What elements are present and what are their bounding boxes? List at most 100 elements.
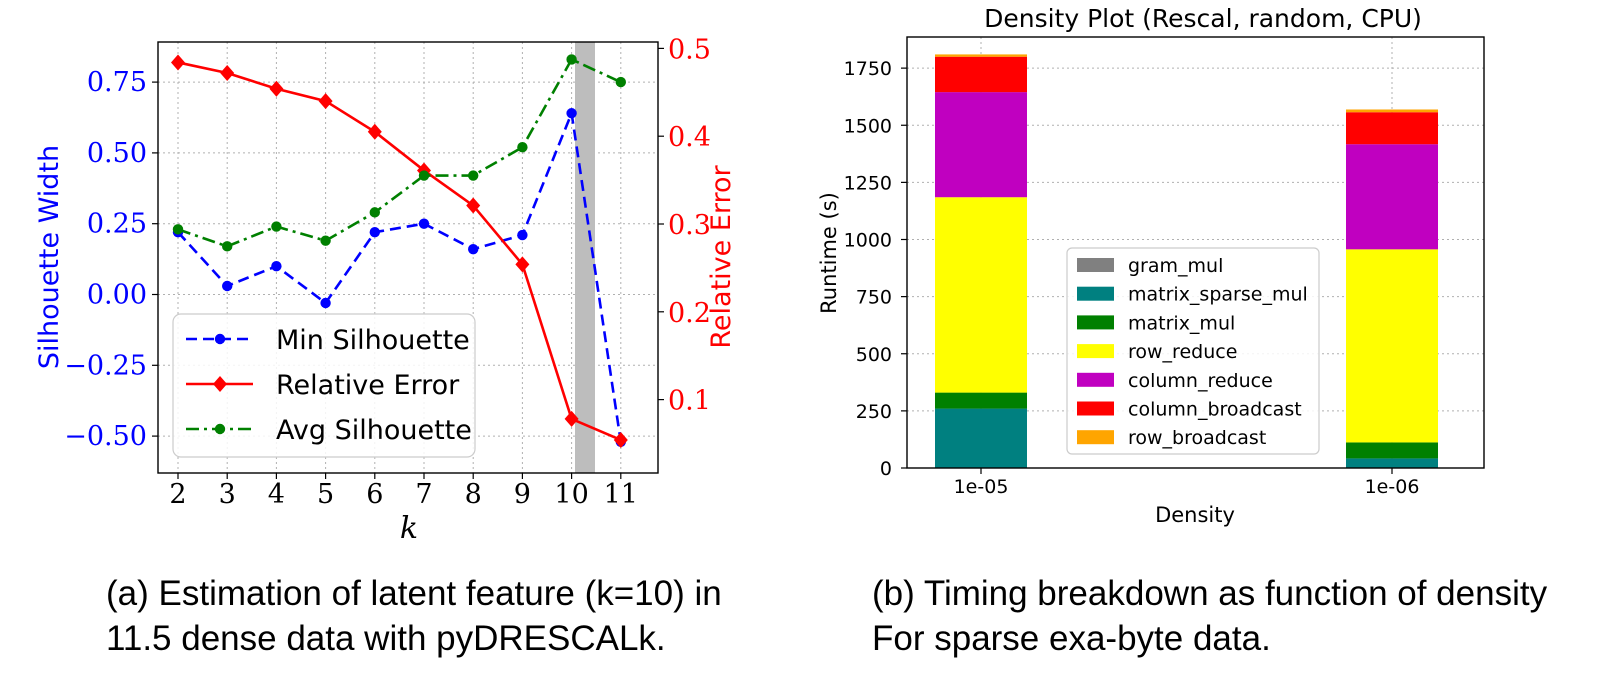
right-y-ticks: 0.5 0.4 0.3 0.2 0.1	[658, 34, 711, 417]
legend-label-column-reduce: column_reduce	[1128, 370, 1273, 392]
right-chart-bars	[935, 54, 1438, 468]
data-point-min-silhouette	[320, 297, 331, 309]
y-tick-label: 1500	[844, 115, 892, 137]
bar-segment-matrix-sparse-mul	[935, 408, 1027, 468]
bar-segment-column-broadcast	[1346, 112, 1438, 145]
legend-marker-min-silhouette	[214, 333, 226, 345]
y-tick-label: 1250	[844, 172, 892, 194]
legend-swatch-column-reduce	[1077, 372, 1114, 387]
bar-segment-matrix-mul	[935, 392, 1027, 409]
bar-segment-matrix-mul	[1346, 442, 1438, 459]
series-relative-error	[171, 54, 628, 448]
y-tick-label-right: 0.3	[668, 210, 711, 241]
x-tick-label: 3	[219, 479, 236, 510]
bar-segment-row-reduce	[935, 197, 1027, 393]
left-chart-frame	[157, 41, 659, 474]
x-tick-label: 8	[465, 479, 482, 510]
bar-segment-matrix-sparse-mul	[1346, 458, 1438, 468]
data-point-relative-error	[466, 197, 481, 214]
caption-a-line2: 11.5 dense data with pyDRESCALk.	[106, 619, 666, 658]
legend-label-matrix-sparse-mul: matrix_sparse_mul	[1128, 284, 1308, 306]
data-point-min-silhouette	[222, 280, 233, 292]
legend-swatch-matrix-sparse-mul	[1077, 286, 1114, 301]
data-point-min-silhouette	[271, 260, 282, 272]
x-tick-label: 7	[415, 479, 432, 510]
data-point-relative-error	[318, 93, 333, 110]
legend-swatch-matrix-mul	[1077, 315, 1114, 330]
data-point-relative-error	[613, 431, 628, 448]
x-tick-label: 5	[317, 479, 334, 510]
legend-swatch-row-broadcast	[1077, 430, 1114, 445]
bar-segment-column-reduce	[1346, 144, 1438, 250]
left-y-ticks: 0.75 0.50 0.25 0.00 −0.25 −0.50	[64, 67, 158, 452]
x-tick-label: 9	[514, 479, 531, 510]
y-tick-label: −0.50	[64, 421, 147, 452]
density-chart-title: Density Plot (Rescal, random, CPU)	[984, 4, 1422, 33]
data-point-avg-silhouette	[369, 207, 380, 218]
legend-label-column-broadcast: column_broadcast	[1128, 399, 1302, 421]
right-chart-frame	[906, 36, 1485, 469]
series-line-min-silhouette	[177, 108, 623, 442]
legend-label-avg-silhouette: Avg Silhouette	[276, 415, 472, 446]
density-chart: Density Plot (Rescal, random, CPU) 0 250 5…	[817, 4, 1485, 527]
legend-swatch-gram-mul	[1077, 258, 1114, 272]
y-tick-label: 1000	[844, 230, 892, 252]
data-point-relative-error	[515, 256, 530, 273]
y-tick-label: 0.75	[87, 67, 147, 98]
data-point-relative-error	[564, 410, 579, 427]
data-point-min-silhouette	[418, 218, 430, 229]
legend-box	[1066, 247, 1320, 455]
density-x-ticks: 1e-05 1e-06	[954, 468, 1420, 498]
runtime-y-ticks: 0 250 500 750 1000 1250 1500 1750	[844, 58, 907, 480]
y-tick-label: 750	[856, 287, 892, 309]
legend-label-gram-mul: gram_mul	[1128, 255, 1223, 277]
legend-marker-relative-error	[213, 376, 227, 392]
data-point-min-silhouette	[517, 229, 528, 241]
legend-swatch-row-reduce	[1077, 344, 1114, 359]
legend-marker-avg-silhouette	[214, 423, 226, 435]
y-tick-label: 250	[856, 401, 892, 423]
data-point-relative-error	[220, 64, 235, 81]
series-line-avg-silhouette	[177, 57, 622, 248]
x-axis-label-density: Density	[1155, 503, 1235, 527]
legend-label-matrix-mul: matrix_mul	[1128, 312, 1235, 334]
y-tick-label-right: 0.2	[668, 298, 711, 329]
right-chart-legend: gram_mul matrix_sparse_mul matrix_mul row_r…	[1066, 247, 1320, 455]
x-tick-label: 6	[366, 479, 383, 510]
data-point-avg-silhouette	[566, 54, 577, 65]
x-tick-label: 4	[268, 479, 285, 510]
legend-box	[172, 313, 476, 458]
data-point-min-silhouette	[369, 226, 380, 238]
x-axis-label-k: k	[400, 511, 418, 546]
data-point-avg-silhouette	[320, 235, 331, 246]
left-chart-series	[171, 54, 628, 448]
bar-segment-column-reduce	[935, 92, 1027, 198]
silhouette-chart: 2 3 4 5 6 7 8 9 10 11 0.750.500.250.00−0.25−0.50 …	[34, 34, 737, 546]
bar-segment-row-reduce	[1346, 249, 1438, 443]
data-point-relative-error	[269, 80, 284, 97]
data-point-relative-error	[367, 123, 382, 140]
bar-segment-row-broadcast	[935, 54, 1027, 57]
series-avg-silhouette	[172, 54, 626, 252]
y-tick-label-right: 0.5	[668, 34, 711, 65]
x-tick-label: 1e-06	[1365, 476, 1420, 498]
y-tick-label: 0.00	[87, 280, 147, 311]
data-point-min-silhouette	[566, 108, 577, 119]
bar-segment-column-broadcast	[935, 56, 1027, 93]
x-tick-label: 1e-05	[954, 476, 1009, 498]
y-tick-label-right: 0.4	[668, 122, 711, 153]
y-axis-label-runtime: Runtime (s)	[817, 192, 841, 314]
data-point-avg-silhouette	[172, 224, 184, 235]
left-chart-legend: Min Silhouette Relative Error Avg Silhouet…	[172, 313, 476, 458]
y-axis-label-silhouette-width: Silhouette Width	[34, 145, 65, 369]
y-tick-label: 0.25	[87, 209, 147, 240]
bar-segment-row-broadcast	[1346, 109, 1438, 113]
data-point-relative-error	[171, 54, 185, 71]
y-tick-label: 1750	[844, 58, 892, 80]
y-tick-label: 500	[856, 344, 892, 366]
caption-b-line1: (b) Timing breakdown as function of dens…	[872, 574, 1548, 613]
series-line-relative-error	[177, 61, 622, 442]
y-tick-label: 0.50	[87, 138, 147, 169]
x-tick-label: 2	[169, 479, 186, 510]
legend-label-min-silhouette: Min Silhouette	[276, 325, 470, 356]
